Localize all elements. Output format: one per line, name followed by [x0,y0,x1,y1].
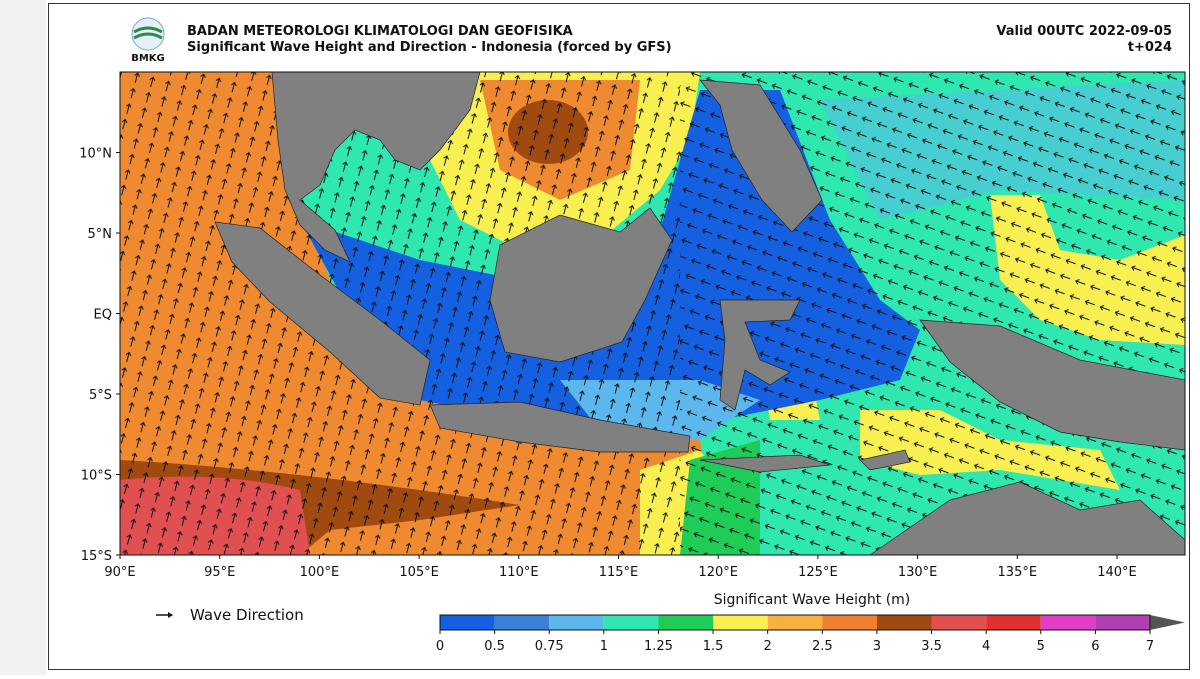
lat-label: 5°N [88,227,113,242]
logo-text: BMKG [131,53,165,64]
colorbar-tick-label: 3 [873,639,881,654]
land-java [429,401,691,453]
colorbar-extend [1150,615,1185,630]
colorbar-tick-label: 7 [1146,639,1154,654]
colorbar-title: Significant Wave Height (m) [714,592,911,608]
colorbar: 0 0.5 0.75 1 1.25 1.5 2 2.5 3 3.5 4 5 6 7 [436,614,1185,654]
land-indochina [271,72,481,263]
lon-label: 110°E [499,565,539,580]
colorbar-segment [1040,615,1096,630]
colorbar-segment [876,615,932,630]
colorbar-tick-label: 6 [1091,639,1099,654]
land-sulawesi [719,299,801,411]
lat-label: 15°S [81,549,112,564]
lead-time: t+024 [1128,40,1172,55]
lon-label: 125°E [798,565,838,580]
colorbar-tick-label: 2.5 [812,639,833,654]
lat-label: 10°S [81,469,112,484]
lon-label: 95°E [204,565,235,580]
colorbar-tick-label: 3.5 [921,639,942,654]
colorbar-tick-label: 5 [1037,639,1045,654]
lon-label: 140°E [1097,565,1137,580]
legend-arrowhead [168,612,173,618]
land-papua [919,319,1185,451]
land-nusa-tenggara [699,454,831,473]
valid-time: Valid 00UTC 2022-09-05 [996,24,1172,39]
colorbar-segment [822,615,877,630]
colorbar-tick-label: 1 [600,639,608,654]
legend-label: Wave Direction [190,606,304,624]
colorbar-tick-label: 2 [764,639,772,654]
lat-label: 5°S [89,388,112,403]
lon-label: 130°E [898,565,938,580]
colorbar-tick-label: 4 [982,639,990,654]
lon-label: 115°E [599,565,639,580]
side-strip [0,0,46,675]
axes: 10°N 5°N EQ 5°S 10°S 15°S90°E 95°E 100°E 105°E 11… [79,147,1137,581]
map-title: Significant Wave Height and Direction - … [187,40,672,55]
colorbar-tick-label: 0 [436,639,444,654]
colorbar-segment [658,615,714,630]
colorbar-segment [549,615,604,630]
colorbar-segment [713,615,768,630]
colorbar-tick-label: 0.75 [535,639,564,654]
land-australia [869,481,1185,555]
colorbar-segment [440,615,495,630]
colorbar-tick-label: 1.5 [703,639,724,654]
colorbar-segment [494,615,550,630]
colorbar-segment [1095,615,1150,630]
colorbar-border [439,614,1151,631]
logo: BMKG [131,17,165,64]
land-timor [859,449,911,471]
land-borneo [489,207,673,363]
map [120,72,1185,555]
land-sumatra [214,221,431,406]
colorbar-tick-label: 1.25 [644,639,673,654]
lon-label: 100°E [300,565,340,580]
colorbar-segment [603,615,659,630]
colorbar-tick-label: 0.5 [484,639,505,654]
land [214,72,1185,555]
lon-label: 135°E [998,565,1038,580]
colorbar-segment [767,615,823,630]
lon-label: 90°E [104,565,135,580]
lon-label: 105°E [399,565,439,580]
land-philippines [699,79,823,233]
org-name: BADAN METEOROLOGI KLIMATOLOGI DAN GEOFIS… [187,24,573,39]
lat-label: 10°N [79,147,112,162]
colorbar-segment [931,615,987,630]
logo-wave [133,26,163,40]
colorbar-segment [986,615,1041,630]
lat-label: EQ [94,308,112,323]
lon-label: 120°E [698,565,738,580]
